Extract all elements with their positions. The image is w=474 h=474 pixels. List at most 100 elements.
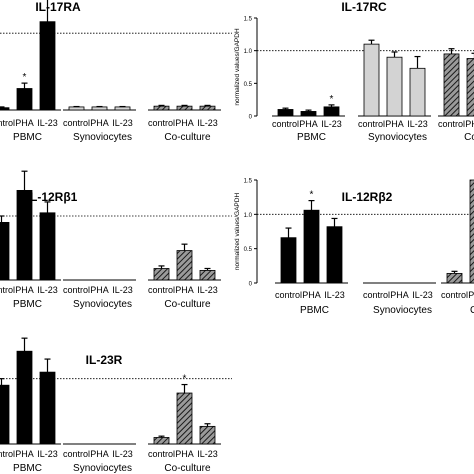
group-label: PBMC: [300, 305, 329, 316]
y-tick-label: 1.5: [244, 17, 253, 23]
x-tick-label: PHA: [15, 118, 34, 128]
x-tick-label: control: [275, 290, 302, 300]
group-label: Synoviocytes: [73, 132, 132, 143]
group-label: Co-c: [470, 305, 474, 316]
x-tick-label: control: [63, 118, 90, 128]
bar: [0, 221, 10, 281]
group-label: Co-culture: [164, 299, 211, 310]
x-tick-label: PHA: [385, 119, 404, 129]
chart-panel-3: IL-12Rβ2 0 0.5 1.0 1.5 normalized values/GAPD…: [234, 179, 474, 316]
y-tick-label: 1.0: [244, 213, 253, 219]
x-tick-label: control: [358, 119, 385, 129]
x-tick-label: control: [363, 290, 390, 300]
x-tick-label: control: [0, 449, 15, 459]
bar: [280, 237, 297, 284]
chart-title: IL-23R: [86, 353, 123, 367]
y-tick-label: 0.5: [244, 82, 253, 88]
x-tick-label: PHA: [302, 290, 321, 300]
group-label: PBMC: [13, 132, 42, 143]
bar: [16, 88, 33, 111]
bar: [303, 209, 320, 284]
bar: [199, 269, 216, 281]
x-tick-label: PHA: [90, 285, 109, 295]
group-label: Synoviocytes: [373, 305, 432, 316]
x-tick-label: control: [441, 290, 468, 300]
x-tick-label: IL-23: [321, 119, 342, 129]
x-tick-label: IL-23: [197, 285, 218, 295]
x-tick-label: PHA: [299, 119, 318, 129]
bar: [16, 350, 33, 445]
bar: [114, 106, 131, 111]
bar: [153, 437, 170, 445]
group-label: Co-culture: [164, 463, 211, 474]
x-tick-label: control: [0, 285, 15, 295]
bar: [0, 107, 10, 111]
x-tick-label: PHA: [468, 290, 474, 300]
x-tick-label: control: [272, 119, 299, 129]
group-label: Co-cu: [464, 132, 474, 143]
x-tick-label: IL-23: [37, 285, 58, 295]
group-label: PBMC: [297, 132, 326, 143]
x-tick-label: IL-23: [412, 290, 433, 300]
bar: [277, 109, 294, 117]
y-axis-label: normalized values/GAPDH: [234, 193, 241, 271]
x-tick-label: PHA: [90, 118, 109, 128]
x-tick-label: PHA: [390, 290, 409, 300]
chart-title: IL-17RC: [341, 0, 387, 14]
bar: [386, 56, 403, 117]
chart-title: IL-17RA: [35, 0, 81, 14]
significance-star: *: [23, 72, 27, 83]
group-label: Synoviocytes: [368, 132, 427, 143]
x-tick-label: IL-23: [197, 118, 218, 128]
x-tick-label: PHA: [90, 449, 109, 459]
y-tick-label: 0.5: [244, 247, 253, 253]
bar: [199, 105, 216, 111]
x-tick-label: control: [148, 285, 175, 295]
bar: [39, 21, 56, 111]
bar: [0, 384, 10, 445]
bar: [446, 272, 463, 284]
x-tick-label: control: [148, 449, 175, 459]
bar: [68, 106, 85, 111]
y-tick-label: 1.5: [244, 179, 253, 185]
x-tick-label: PHA: [465, 119, 474, 129]
x-tick-label: IL-23: [37, 449, 58, 459]
bar: [91, 106, 108, 111]
x-tick-label: PHA: [175, 285, 194, 295]
x-tick-label: control: [63, 449, 90, 459]
x-tick-label: IL-23: [112, 285, 133, 295]
x-tick-label: IL-23: [197, 449, 218, 459]
bar: [176, 392, 193, 445]
y-tick-label: 0: [249, 282, 253, 288]
chart-panel-2: IL-12Rβ1controlPHAIL-23PBMCcontrolPHAIL-…: [0, 170, 232, 310]
bar: [199, 425, 216, 445]
bar: [16, 189, 33, 281]
x-tick-label: control: [63, 285, 90, 295]
bar: [153, 105, 170, 111]
bar: [469, 179, 474, 284]
bar: [39, 371, 56, 445]
group-label: PBMC: [13, 463, 42, 474]
x-tick-label: PHA: [175, 118, 194, 128]
bar: [443, 53, 460, 117]
bar: [176, 250, 193, 281]
x-tick-label: PHA: [15, 449, 34, 459]
x-tick-label: PHA: [175, 449, 194, 459]
chart-title: IL-12Rβ1: [27, 190, 78, 204]
y-tick-label: 1.0: [244, 49, 253, 55]
chart-title: IL-12Rβ2: [342, 190, 393, 204]
group-label: Synoviocytes: [73, 299, 132, 310]
bar: [39, 212, 56, 281]
significance-star: *: [330, 94, 334, 105]
x-tick-label: IL-23: [112, 449, 133, 459]
bar: [176, 105, 193, 111]
significance-star: *: [310, 190, 314, 201]
chart-panel-4: IL-23RcontrolPHAIL-23PBMCcontrolPHAIL-23…: [0, 337, 232, 474]
bar: [363, 43, 380, 117]
x-tick-label: IL-23: [112, 118, 133, 128]
significance-star: *: [183, 374, 187, 385]
x-tick-label: control: [0, 118, 15, 128]
group-label: Co-culture: [164, 132, 211, 143]
